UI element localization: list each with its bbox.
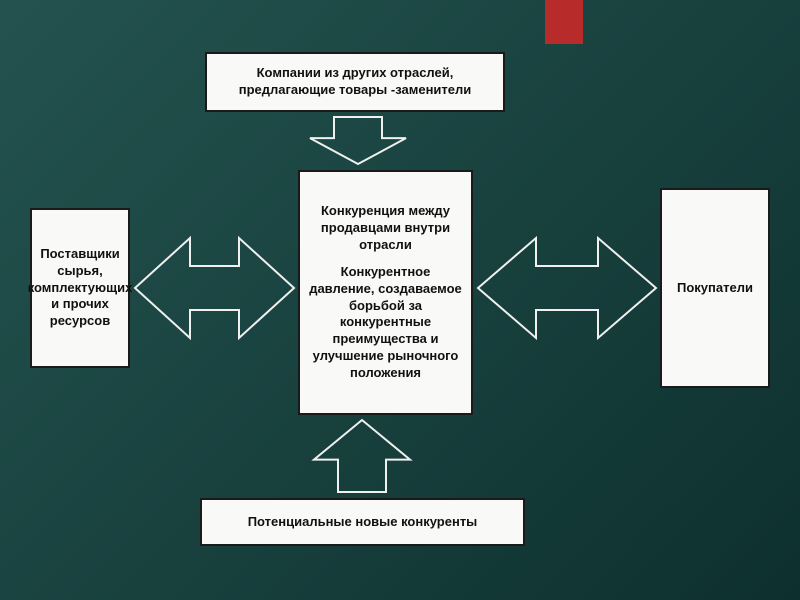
arrows-layer: [0, 0, 800, 600]
diagram-canvas: Компании из других отраслей, предлагающи…: [0, 0, 800, 600]
